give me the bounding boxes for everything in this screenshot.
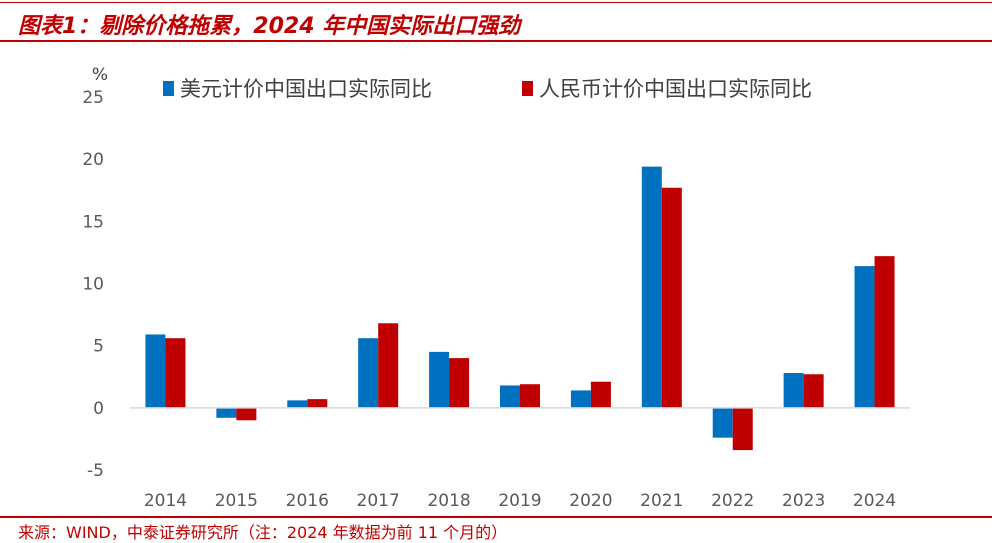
legend-item-2: 人民币计价中国出口实际同比 — [522, 77, 812, 101]
x-axis: 2014 2015 2016 2017 2018 2019 2020 2021 2022 2023… — [144, 491, 896, 511]
x-tick-label: 2017 — [357, 491, 400, 511]
bar — [145, 334, 166, 408]
title-top-rule — [0, 2, 992, 3]
bar-series-1 — [145, 166, 875, 438]
bar — [216, 407, 237, 418]
bar — [661, 187, 682, 408]
chart-legend: 美元计价中国出口实际同比 人民币计价中国出口实际同比 — [163, 77, 812, 101]
x-tick-label: 2024 — [853, 491, 896, 511]
bar — [712, 407, 733, 438]
bar — [307, 399, 328, 408]
legend-swatch — [163, 81, 174, 96]
bar — [287, 400, 308, 408]
footer-rule — [0, 516, 992, 518]
x-tick-label: 2018 — [427, 491, 470, 511]
bar — [378, 323, 399, 408]
bar — [874, 256, 895, 408]
bar — [570, 390, 591, 408]
y-tick-label: -5 — [87, 461, 104, 481]
bar — [520, 384, 540, 408]
x-tick-label: 2014 — [144, 491, 187, 511]
legend-item-1: 美元计价中国出口实际同比 — [163, 77, 432, 101]
bar — [429, 351, 450, 408]
bar-chart: 美元计价中国出口实际同比 人民币计价中国出口实际同比 % -5 0 5 10 15 20 25… — [82, 65, 910, 511]
bar — [590, 381, 611, 408]
x-tick-label: 2016 — [286, 491, 329, 511]
x-tick-label: 2023 — [782, 491, 825, 511]
bar — [732, 407, 753, 451]
legend-label: 美元计价中国出口实际同比 — [180, 77, 432, 101]
bar — [641, 166, 662, 408]
bar — [803, 374, 824, 408]
figure-title: 图表1：剔除价格拖累，2024 年中国实际出口强劲 — [18, 14, 521, 39]
bar-series-group — [145, 166, 895, 451]
bar — [783, 373, 804, 408]
y-tick-label: 5 — [93, 337, 104, 357]
y-tick-label: 0 — [93, 399, 104, 419]
y-axis: % -5 0 5 10 15 20 25 — [82, 65, 108, 481]
title-rule — [0, 40, 992, 42]
bar — [500, 385, 520, 408]
x-tick-label: 2015 — [215, 491, 258, 511]
x-tick-label: 2022 — [711, 491, 754, 511]
x-tick-label: 2020 — [569, 491, 612, 511]
x-tick-label: 2019 — [498, 491, 541, 511]
source-note: 来源：WIND，中泰证券研究所（注：2024 年数据为前 11 个月的） — [18, 523, 508, 542]
bar — [236, 407, 257, 421]
title-bar: 图表1：剔除价格拖累，2024 年中国实际出口强劲 — [0, 0, 992, 42]
legend-swatch — [522, 81, 533, 96]
bar — [358, 338, 379, 408]
bar — [449, 358, 470, 408]
bar — [854, 266, 875, 408]
y-tick-label: 15 — [82, 212, 104, 232]
x-tick-label: 2021 — [640, 491, 683, 511]
bar — [165, 338, 186, 408]
y-axis-unit-label: % — [92, 65, 108, 85]
y-tick-label: 25 — [82, 88, 104, 108]
y-tick-label: 20 — [82, 150, 104, 170]
bar-series-2 — [165, 187, 895, 451]
legend-label: 人民币计价中国出口实际同比 — [539, 77, 812, 101]
y-tick-label: 10 — [82, 275, 104, 295]
